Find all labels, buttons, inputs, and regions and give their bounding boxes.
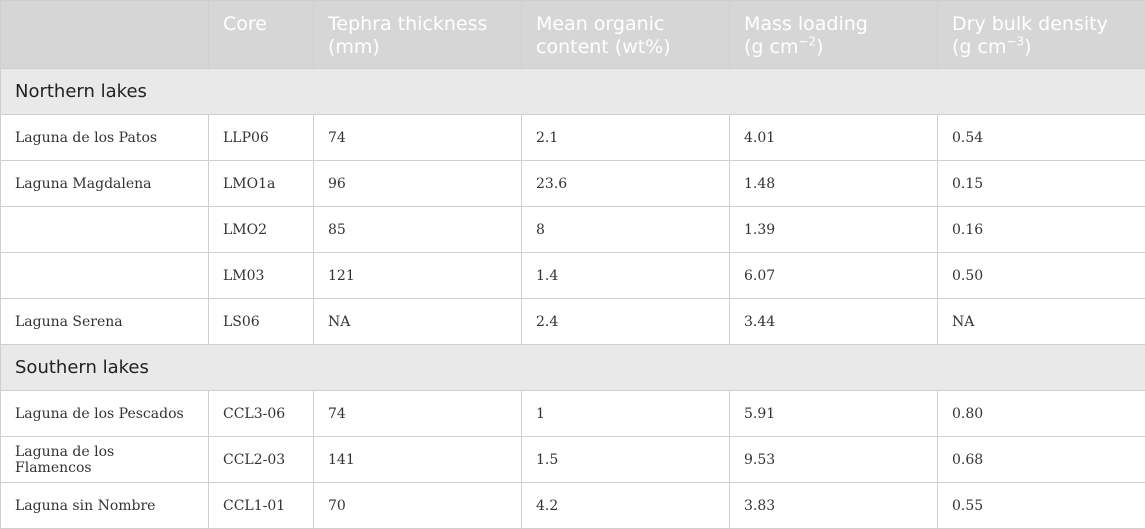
- group-row-northern: Northern lakes: [1, 69, 1145, 115]
- cell-organic: 2.4: [522, 299, 730, 345]
- table-row: Laguna Magdalena LMO1a 96 23.6 1.48 0.15: [1, 161, 1145, 207]
- cell-lake: Laguna de los Pescados: [1, 391, 209, 437]
- cell-density: 0.80: [938, 391, 1145, 437]
- table-row: LMO2 85 8 1.39 0.16: [1, 207, 1145, 253]
- cell-mass: 3.44: [730, 299, 938, 345]
- cell-density: 0.68: [938, 437, 1145, 483]
- header-density-line1: Dry bulk density: [952, 13, 1108, 35]
- table-row: Laguna de los Pescados CCL3-06 74 1 5.91…: [1, 391, 1145, 437]
- cell-organic: 1: [522, 391, 730, 437]
- cell-organic: 1.5: [522, 437, 730, 483]
- table-body: Northern lakes Laguna de los Patos LLP06…: [1, 69, 1145, 529]
- cell-tephra: 96: [314, 161, 522, 207]
- header-tephra-thickness: Tephra thickness(mm): [314, 1, 522, 69]
- header-density-unit-close: ): [1024, 36, 1031, 58]
- cell-organic: 2.1: [522, 115, 730, 161]
- table-row: Laguna sin Nombre CCL1-01 70 4.2 3.83 0.…: [1, 483, 1145, 529]
- cell-lake: Laguna Serena: [1, 299, 209, 345]
- cell-tephra: 141: [314, 437, 522, 483]
- group-label: Southern lakes: [1, 345, 1145, 391]
- table-row: Laguna de los Flamencos CCL2-03 141 1.5 …: [1, 437, 1145, 483]
- header-mass-unit-close: ): [816, 36, 823, 58]
- group-label: Northern lakes: [1, 69, 1145, 115]
- header-mass-exponent: −2: [798, 35, 816, 49]
- header-tephra-line1: Tephra thickness: [328, 13, 487, 35]
- cell-lake: Laguna sin Nombre: [1, 483, 209, 529]
- cell-mass: 9.53: [730, 437, 938, 483]
- cell-density: NA: [938, 299, 1145, 345]
- header-organic-line1: Mean organic: [536, 13, 664, 35]
- table-row: LM03 121 1.4 6.07 0.50: [1, 253, 1145, 299]
- cell-tephra: 74: [314, 391, 522, 437]
- cell-organic: 8: [522, 207, 730, 253]
- cell-organic: 23.6: [522, 161, 730, 207]
- cell-mass: 3.83: [730, 483, 938, 529]
- header-organic-line2: content (wt%): [536, 36, 671, 58]
- header-mass-loading: Mass loading(g cm−2): [730, 1, 938, 69]
- cell-tephra: 70: [314, 483, 522, 529]
- header-lake: [1, 1, 209, 69]
- header-density-unit: (g cm: [952, 36, 1006, 58]
- table-row: Laguna de los Patos LLP06 74 2.1 4.01 0.…: [1, 115, 1145, 161]
- cell-lake: Laguna de los Patos: [1, 115, 209, 161]
- cell-mass: 1.48: [730, 161, 938, 207]
- header-mass-unit: (g cm: [744, 36, 798, 58]
- header-core: Core: [209, 1, 314, 69]
- cell-tephra: 85: [314, 207, 522, 253]
- table-row: Laguna Serena LS06 NA 2.4 3.44 NA: [1, 299, 1145, 345]
- cell-organic: 1.4: [522, 253, 730, 299]
- cell-lake: Laguna de los Flamencos: [1, 437, 209, 483]
- cell-density: 0.15: [938, 161, 1145, 207]
- cell-density: 0.16: [938, 207, 1145, 253]
- cell-mass: 1.39: [730, 207, 938, 253]
- cell-core: CCL3-06: [209, 391, 314, 437]
- cell-tephra: 74: [314, 115, 522, 161]
- cell-lake: [1, 207, 209, 253]
- cell-density: 0.50: [938, 253, 1145, 299]
- cell-density: 0.55: [938, 483, 1145, 529]
- cell-core: LM03: [209, 253, 314, 299]
- cell-density: 0.54: [938, 115, 1145, 161]
- cell-core: LMO2: [209, 207, 314, 253]
- cell-core: CCL2-03: [209, 437, 314, 483]
- header-tephra-line2: (mm): [328, 36, 380, 58]
- cell-tephra: 121: [314, 253, 522, 299]
- cell-core: LLP06: [209, 115, 314, 161]
- cell-lake: [1, 253, 209, 299]
- cell-mass: 5.91: [730, 391, 938, 437]
- group-row-southern: Southern lakes: [1, 345, 1145, 391]
- cell-core: LS06: [209, 299, 314, 345]
- cell-mass: 6.07: [730, 253, 938, 299]
- cell-organic: 4.2: [522, 483, 730, 529]
- header-density-exponent: −3: [1006, 35, 1024, 49]
- header-mass-line1: Mass loading: [744, 13, 868, 35]
- cell-tephra: NA: [314, 299, 522, 345]
- cell-mass: 4.01: [730, 115, 938, 161]
- header-dry-bulk-density: Dry bulk density(g cm−3): [938, 1, 1145, 69]
- cell-lake: Laguna Magdalena: [1, 161, 209, 207]
- cell-core: LMO1a: [209, 161, 314, 207]
- cell-core: CCL1-01: [209, 483, 314, 529]
